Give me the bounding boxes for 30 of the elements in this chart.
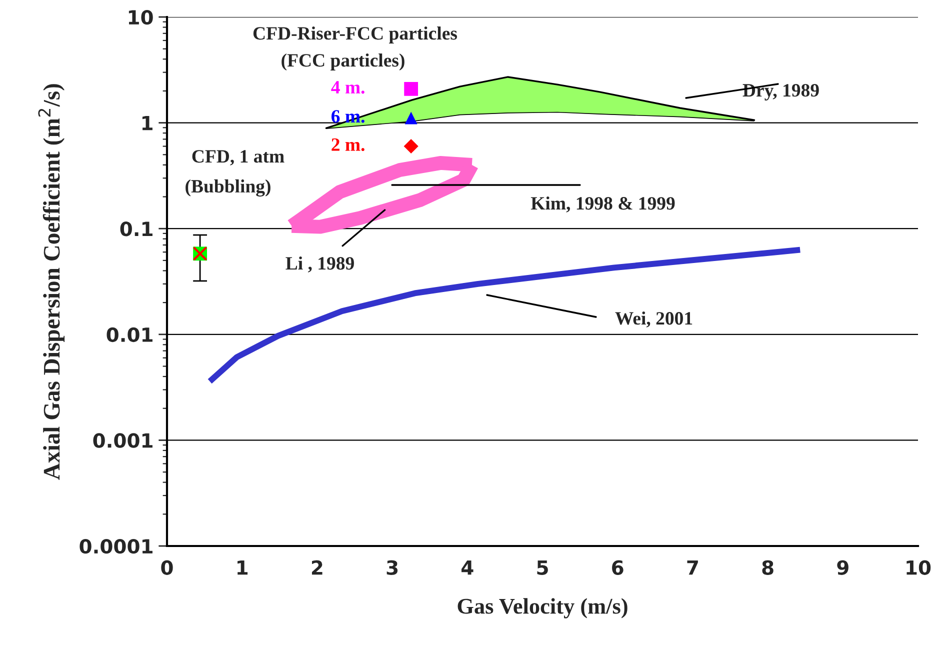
text: 6 m. bbox=[332, 110, 364, 123]
y-tick-label: 0.1 bbox=[120, 222, 152, 236]
y-axis-title: Axial Gas Dispersion Coefficient (m$^{2}$/s) bbox=[38, 84, 65, 480]
text: 4 m. bbox=[331, 81, 364, 94]
y-tick-label: 1 bbox=[142, 116, 152, 130]
y-tick-label: 10 bbox=[128, 10, 153, 25]
x-tick-label: 2 bbox=[312, 560, 322, 575]
x-tick-label: 1 bbox=[238, 560, 248, 575]
annotation: Kim, 1998 & 1999 bbox=[530, 196, 675, 212]
x-tick-label: 6 bbox=[612, 560, 624, 575]
x-tick-label: 3 bbox=[386, 560, 398, 575]
annotation: (FCC particles) bbox=[282, 54, 404, 70]
x-tick-label: 9 bbox=[837, 560, 848, 575]
y-tick-label: 0.0001 bbox=[80, 538, 152, 554]
y-tick-label: 0.001 bbox=[93, 433, 152, 448]
annotation: Li , 1989 bbox=[286, 256, 354, 272]
x-tick-label: 4 bbox=[462, 560, 474, 575]
annotation: (Bubbling) bbox=[186, 179, 270, 197]
annotation: Wei, 2001 bbox=[615, 312, 692, 328]
x-tick-label: 10 bbox=[906, 560, 931, 575]
y-tick-label: 0.01 bbox=[106, 327, 152, 342]
annotation: CFD-Riser-FCC particles bbox=[253, 26, 458, 44]
x-tick-label: 7 bbox=[687, 560, 698, 575]
x-tick-label: 5 bbox=[537, 560, 548, 575]
x-axis-title: Gas Velocity (m/s) bbox=[458, 598, 628, 618]
annotation: CFD, 1 atm bbox=[192, 150, 284, 166]
x-tick-label: 8 bbox=[762, 560, 774, 575]
annotation: Dry, 1989 bbox=[742, 84, 819, 100]
x-tick-label: 0 bbox=[161, 560, 173, 575]
text: 2 m. bbox=[332, 138, 364, 152]
